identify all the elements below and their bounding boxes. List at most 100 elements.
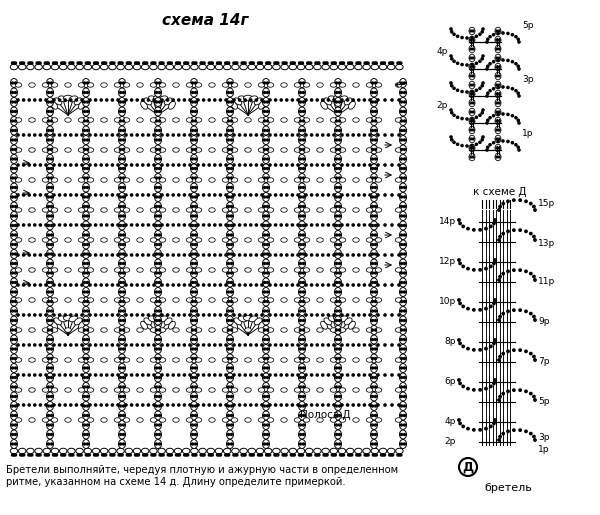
Ellipse shape <box>144 318 152 325</box>
Ellipse shape <box>155 164 161 173</box>
Circle shape <box>194 253 197 255</box>
Circle shape <box>11 177 14 179</box>
Circle shape <box>23 344 25 346</box>
Circle shape <box>498 30 500 32</box>
Ellipse shape <box>349 101 355 109</box>
Circle shape <box>155 177 157 179</box>
Ellipse shape <box>400 249 407 259</box>
Circle shape <box>302 120 305 122</box>
Circle shape <box>384 254 386 256</box>
Circle shape <box>275 374 277 376</box>
Ellipse shape <box>114 388 121 392</box>
Ellipse shape <box>47 88 53 97</box>
Circle shape <box>45 404 47 406</box>
Ellipse shape <box>155 421 161 430</box>
Ellipse shape <box>65 238 71 242</box>
Circle shape <box>499 355 501 358</box>
Circle shape <box>47 405 49 407</box>
Ellipse shape <box>335 78 341 88</box>
Circle shape <box>261 99 263 101</box>
Ellipse shape <box>469 36 475 44</box>
Circle shape <box>191 186 193 188</box>
Circle shape <box>461 63 463 65</box>
Ellipse shape <box>317 298 323 302</box>
Circle shape <box>112 99 113 101</box>
Circle shape <box>158 111 161 112</box>
Circle shape <box>266 253 269 255</box>
Ellipse shape <box>123 83 130 87</box>
Circle shape <box>244 62 246 64</box>
Circle shape <box>302 186 305 188</box>
Ellipse shape <box>51 64 59 70</box>
Circle shape <box>122 111 125 112</box>
Circle shape <box>50 82 53 84</box>
Ellipse shape <box>400 183 407 192</box>
Circle shape <box>335 167 337 169</box>
Ellipse shape <box>469 45 475 53</box>
Ellipse shape <box>137 178 143 182</box>
Circle shape <box>453 60 455 62</box>
Circle shape <box>208 284 210 286</box>
Ellipse shape <box>119 383 125 391</box>
Circle shape <box>380 454 383 456</box>
Circle shape <box>100 344 102 346</box>
Circle shape <box>208 314 210 316</box>
Circle shape <box>242 62 245 64</box>
Circle shape <box>50 158 53 160</box>
Circle shape <box>50 396 53 398</box>
Ellipse shape <box>137 83 143 87</box>
Circle shape <box>299 82 302 84</box>
Ellipse shape <box>119 249 125 259</box>
Circle shape <box>260 62 263 64</box>
Circle shape <box>486 149 488 151</box>
Ellipse shape <box>11 402 17 410</box>
Circle shape <box>302 158 305 160</box>
Circle shape <box>158 129 161 131</box>
Circle shape <box>230 205 233 208</box>
Circle shape <box>461 117 463 119</box>
Circle shape <box>184 134 185 136</box>
Ellipse shape <box>123 418 130 422</box>
Circle shape <box>11 376 14 379</box>
Circle shape <box>155 120 157 122</box>
Circle shape <box>507 59 509 61</box>
Circle shape <box>64 99 66 101</box>
Circle shape <box>404 443 406 445</box>
Ellipse shape <box>87 298 94 302</box>
Circle shape <box>269 314 271 316</box>
Circle shape <box>53 224 55 226</box>
Ellipse shape <box>299 402 305 410</box>
Circle shape <box>83 405 86 407</box>
Circle shape <box>269 164 271 166</box>
Circle shape <box>155 329 157 331</box>
Circle shape <box>189 99 191 101</box>
Circle shape <box>230 263 233 265</box>
Circle shape <box>335 291 337 293</box>
Circle shape <box>507 430 509 433</box>
Ellipse shape <box>191 411 197 420</box>
Ellipse shape <box>199 448 206 454</box>
Circle shape <box>83 300 86 302</box>
Ellipse shape <box>47 345 53 353</box>
Ellipse shape <box>375 83 382 87</box>
Ellipse shape <box>330 238 337 242</box>
Ellipse shape <box>15 358 22 362</box>
Ellipse shape <box>155 392 161 401</box>
Ellipse shape <box>267 328 274 332</box>
Circle shape <box>299 386 302 388</box>
Ellipse shape <box>245 328 251 332</box>
Circle shape <box>384 344 386 346</box>
Ellipse shape <box>263 174 269 182</box>
Circle shape <box>263 386 265 388</box>
Circle shape <box>239 344 241 346</box>
Circle shape <box>203 344 205 346</box>
Ellipse shape <box>395 208 402 212</box>
Circle shape <box>302 454 304 456</box>
Circle shape <box>371 319 373 321</box>
Circle shape <box>122 434 125 436</box>
Circle shape <box>299 367 302 369</box>
Ellipse shape <box>51 83 58 87</box>
Circle shape <box>153 314 155 316</box>
Circle shape <box>269 284 271 286</box>
Circle shape <box>89 284 91 286</box>
